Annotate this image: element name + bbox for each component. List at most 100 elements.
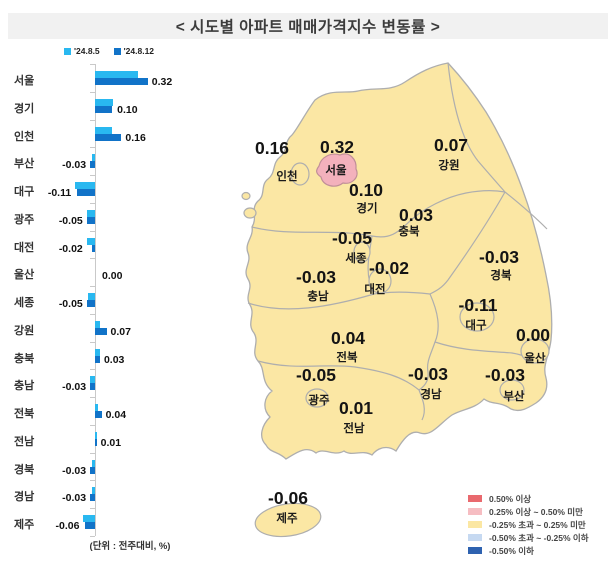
region-label: 경남 — [14, 491, 35, 504]
axis-tick — [90, 64, 95, 66]
region-label: 광주 — [14, 213, 35, 226]
region-label: 인천 — [14, 130, 35, 143]
value-label: 0.10 — [117, 103, 138, 116]
map-legend-swatch — [468, 495, 482, 502]
island-west — [243, 207, 257, 219]
region-label: 울산 — [14, 269, 35, 282]
map-legend-item: -0.50% 초과 ~ -0.25% 이하 — [468, 531, 589, 544]
border-gyeonggi-gangwon — [447, 62, 506, 193]
series-legend-label: '24.8.12 — [123, 46, 155, 56]
map-value-label: 0.00 — [516, 325, 550, 345]
map-legend-label: -0.50% 초과 ~ -0.25% 이하 — [489, 532, 589, 543]
map-legend-item: -0.50% 이하 — [468, 544, 589, 557]
map-value-label: 0.07 — [434, 135, 468, 155]
region-label: 경북 — [14, 463, 35, 476]
value-label: -0.11 — [47, 187, 72, 199]
axis-tick — [90, 258, 95, 260]
axis-tick — [90, 369, 95, 371]
map-legend-label: 0.25% 이상 ~ 0.50% 미만 — [489, 506, 583, 517]
region-sejong — [353, 241, 371, 263]
map-value-label: 0.01 — [339, 398, 373, 418]
bar-24-8-12 — [86, 216, 95, 224]
map-legend-swatch — [468, 521, 482, 528]
map-color-legend: 0.50% 이상 0.25% 이상 ~ 0.50% 미만 -0.25% 초과 ~ 0… — [468, 492, 589, 557]
map-value-label: 0.32 — [320, 137, 354, 157]
value-label: -0.03 — [62, 159, 87, 172]
axis-tick — [90, 452, 95, 454]
value-label: -0.03 — [62, 492, 87, 505]
region-label: 제주 — [14, 519, 35, 531]
map-region-name: 충북 — [398, 224, 420, 238]
region-label: 세종 — [14, 297, 35, 309]
axis-tick — [90, 175, 95, 177]
bar-24-8-12 — [95, 133, 122, 141]
value-label: 0.07 — [110, 325, 131, 338]
region-label: 대전 — [14, 241, 35, 254]
axis-tick — [90, 313, 95, 315]
bar-24-8-12 — [76, 189, 95, 196]
axis-tick — [90, 341, 95, 343]
value-label: -0.02 — [58, 242, 83, 255]
value-label: 0.00 — [102, 270, 123, 283]
region-busan — [499, 379, 525, 401]
map-legend-label: 0.50% 이상 — [489, 493, 532, 504]
map-value-label: -0.11 — [459, 295, 498, 315]
map-value-label: -0.03 — [408, 364, 448, 384]
bar-24-8-12 — [95, 355, 100, 363]
series-legend-item: '24.8.5 — [64, 46, 100, 56]
bar-24-8-5 — [91, 154, 95, 162]
chart-axis — [95, 64, 96, 536]
region-label: 충북 — [14, 352, 35, 365]
bar-24-8-12 — [95, 105, 112, 113]
value-label: 0.04 — [105, 409, 127, 421]
region-label: 전북 — [14, 408, 35, 420]
series-legend-swatch — [113, 47, 121, 55]
bar-24-8-12 — [95, 78, 148, 85]
axis-tick — [90, 119, 95, 121]
map-region-name: 인천 — [276, 169, 297, 183]
bar-24-8-5 — [95, 431, 97, 439]
map-legend-swatch — [468, 508, 482, 515]
region-seoul-highlight — [316, 153, 358, 187]
page-title-text: < 시도별 아파트 매매가격지수 변동률 > — [175, 19, 441, 36]
bar-24-8-12 — [95, 411, 102, 418]
value-label: 0.03 — [103, 353, 125, 366]
map-legend-swatch — [468, 534, 482, 541]
value-label: -0.05 — [58, 298, 83, 310]
bar-24-8-5 — [95, 320, 100, 328]
axis-tick — [90, 535, 95, 537]
border-chungcheong-jeonbuk — [247, 291, 431, 310]
border-chungbuk-gyeongbuk — [429, 191, 506, 295]
map-region-name: 울산 — [524, 351, 546, 365]
bar-24-8-5 — [95, 71, 138, 78]
axis-tick — [90, 397, 95, 399]
region-ulsan — [520, 338, 550, 364]
map-value-label: -0.05 — [296, 365, 336, 385]
map-region-name: 경북 — [490, 268, 512, 282]
axis-tick — [90, 508, 95, 510]
axis-tick — [90, 91, 95, 93]
value-label: 0.16 — [125, 131, 146, 144]
value-label: -0.06 — [55, 520, 80, 532]
map-region-name: 전북 — [336, 350, 358, 364]
bar-24-8-5 — [83, 515, 95, 522]
bar-24-8-5 — [90, 376, 95, 384]
value-label: -0.05 — [58, 214, 83, 227]
map-legend-label: -0.25% 초과 ~ 0.25% 미만 — [489, 519, 586, 530]
map-region-name: 제주 — [276, 511, 298, 525]
bar-24-8-5 — [91, 487, 95, 495]
region-jeju — [254, 502, 322, 538]
region-label: 부산 — [14, 158, 35, 171]
map-value-label: -0.06 — [268, 488, 308, 508]
map-legend-item: 0.50% 이상 — [468, 492, 589, 505]
region-label: 강원 — [14, 324, 35, 337]
map-region-name: 대전 — [364, 282, 385, 296]
map-region-name: 세종 — [345, 251, 367, 265]
region-incheon — [290, 162, 310, 186]
map-legend-swatch — [468, 547, 482, 554]
axis-tick — [90, 286, 95, 288]
bar-24-8-12 — [90, 494, 95, 502]
map-shapes — [241, 62, 553, 538]
